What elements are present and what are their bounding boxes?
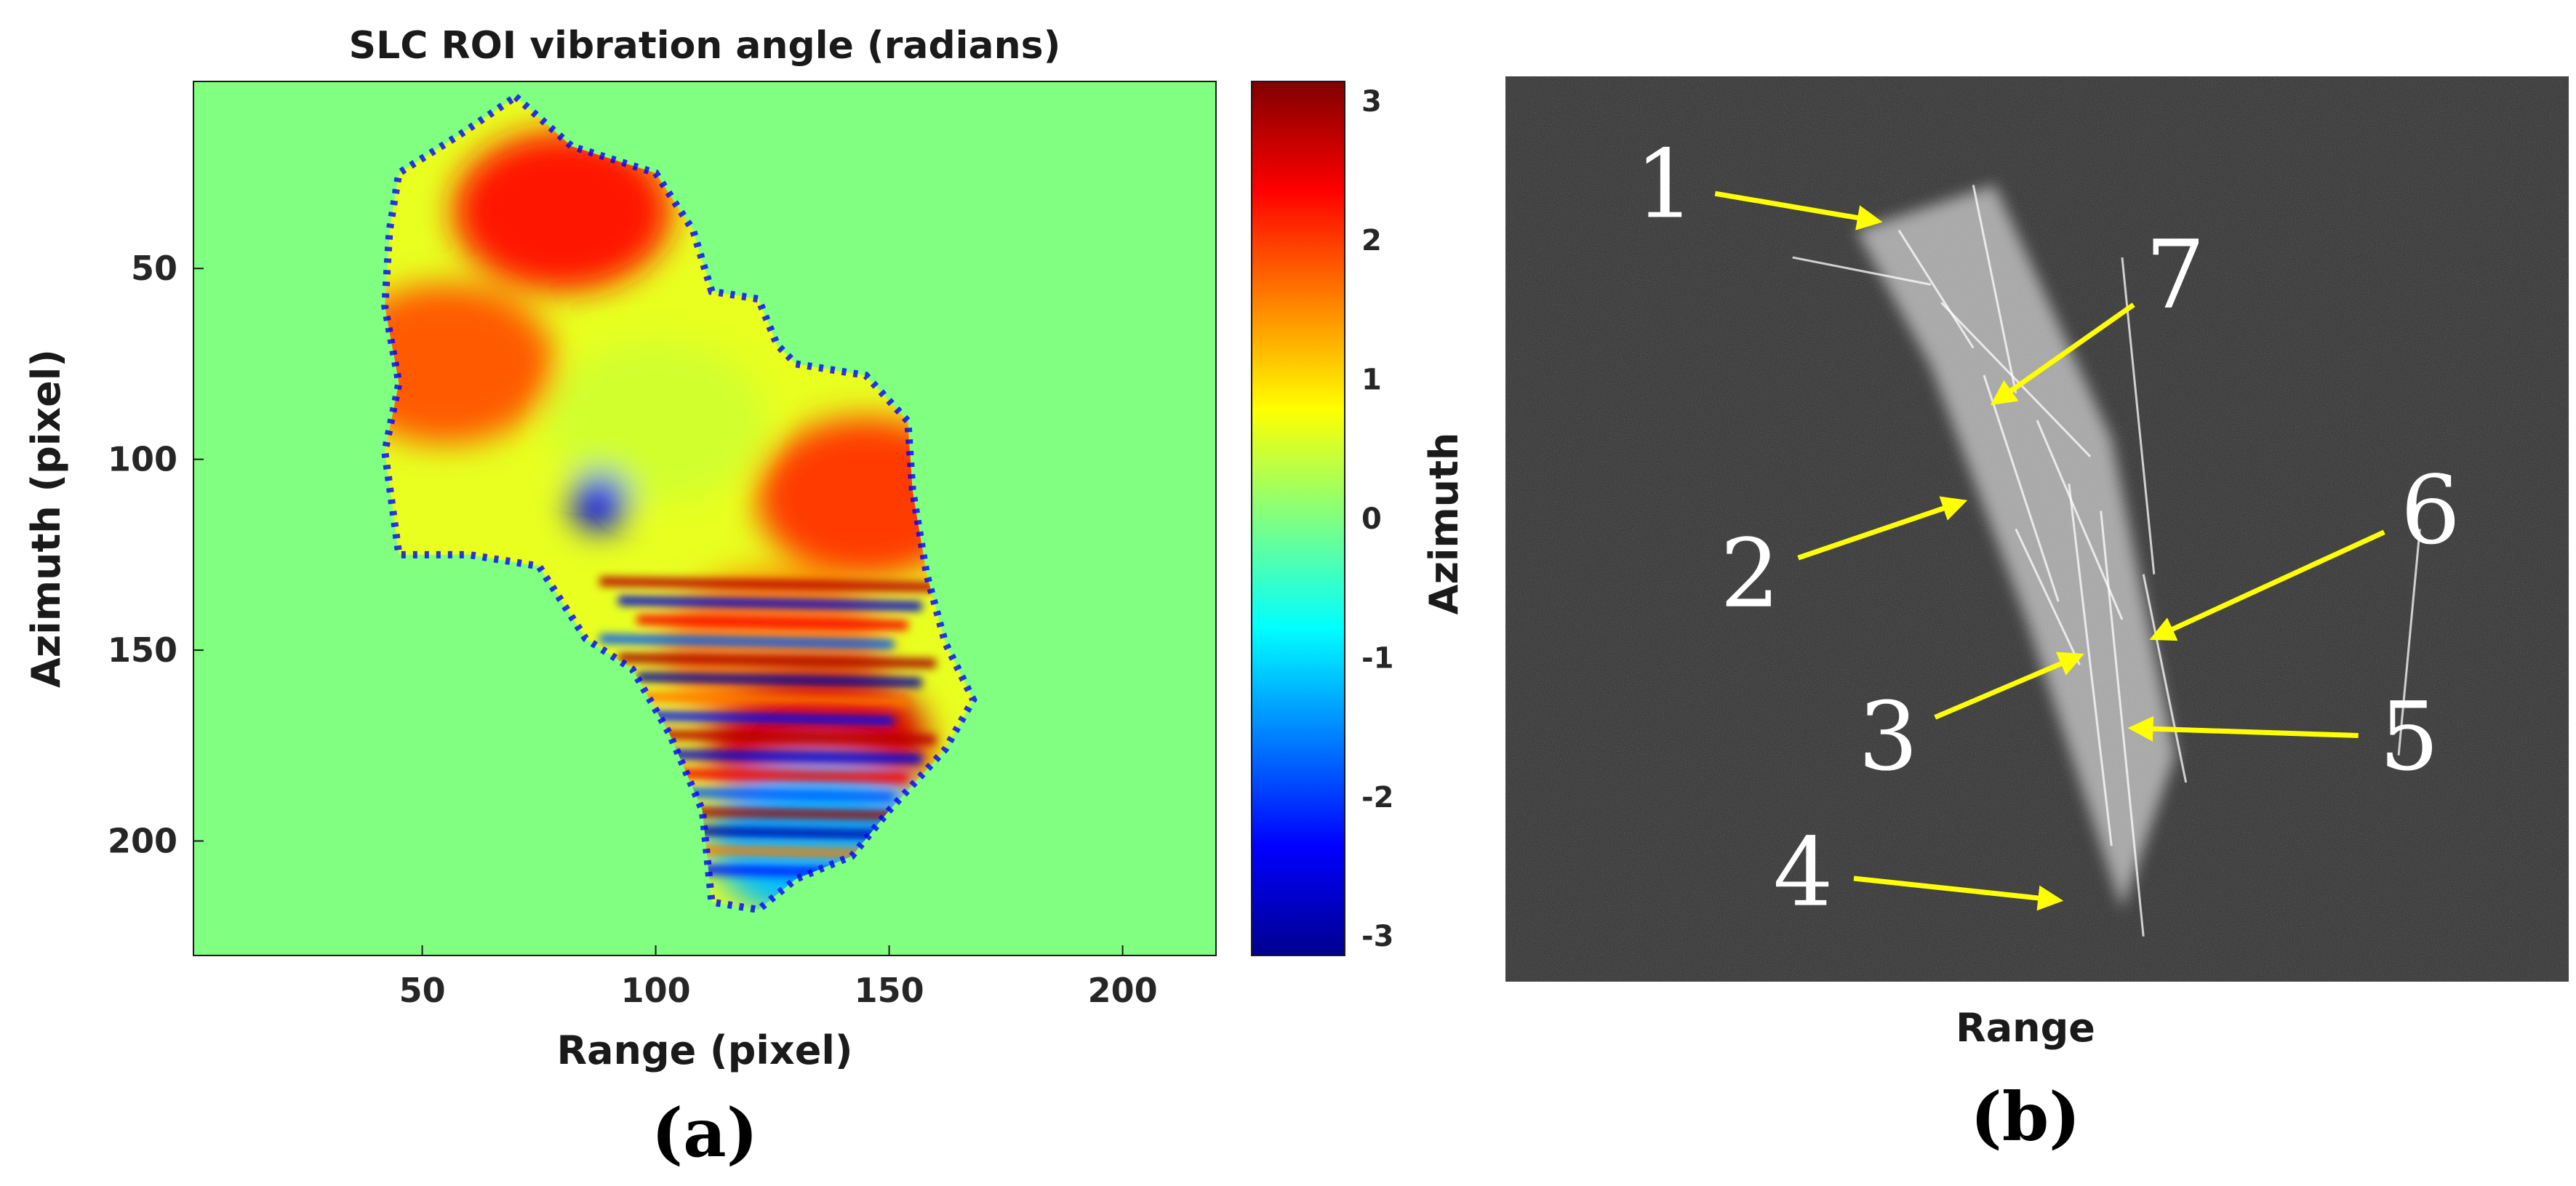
annotation-arrow-5 xyxy=(2127,716,2359,742)
heatmap-region-hole xyxy=(570,472,629,531)
annotation-arrow-2 xyxy=(1797,496,1968,561)
annotation-label-1: 1 xyxy=(1635,129,1695,239)
colorbar-tick-label: 1 xyxy=(1361,364,1382,397)
annotation-arrow-3 xyxy=(1934,652,2084,720)
panel-a: SLC ROI vibration angle (radians) 50 100 1… xyxy=(23,24,1393,1172)
heatmap-stripe xyxy=(618,653,936,668)
y-tick-label: 200 xyxy=(108,822,177,861)
x-tick-label: 50 xyxy=(399,971,446,1010)
roi-detail xyxy=(599,577,936,878)
caption-b: (b) xyxy=(1970,1078,2080,1156)
x-tick-label: 150 xyxy=(855,971,924,1010)
annotation-label-5: 5 xyxy=(2379,681,2439,792)
caption-a: (a) xyxy=(652,1094,759,1172)
colorbar-tick-label: 3 xyxy=(1361,85,1382,119)
colorbar-tick-label: 0 xyxy=(1361,502,1382,536)
heatmap-stripe xyxy=(636,672,922,687)
y-axis-label-b: Azimuth xyxy=(1421,433,1467,615)
heatmap-stripe xyxy=(599,577,936,592)
heatmap-stripe xyxy=(599,634,895,649)
x-axis-label: Range (pixel) xyxy=(556,1027,852,1073)
heatmap-region-upper xyxy=(453,131,672,292)
heatmap-title: SLC ROI vibration angle (radians) xyxy=(349,24,1061,68)
bridge-structure-line xyxy=(2068,484,2113,846)
y-ticks: 50 100 150 200 xyxy=(108,249,204,861)
colorbar-tick-label: -3 xyxy=(1361,920,1393,953)
sar-bright-structure xyxy=(1792,185,2421,937)
annotation-label-2: 2 xyxy=(1720,518,1780,629)
heatmap-stripe xyxy=(636,615,908,630)
annotation-arrow-7 xyxy=(1990,302,2135,406)
annotation-arrow-6 xyxy=(2149,529,2385,641)
panel-b: 1 7 2 6 3 5 4 Range Azimuth (b) xyxy=(1421,76,2569,1156)
annotation-arrow-1 xyxy=(1714,191,1883,231)
bridge-structure-line xyxy=(1792,256,1932,286)
annotation-arrow-4 xyxy=(1853,876,2064,911)
colorbar-tick-label: 2 xyxy=(1361,224,1382,257)
bridge-structure-line xyxy=(2100,510,2145,937)
annotation-label-7: 7 xyxy=(2145,220,2206,330)
bridge-glow xyxy=(1856,185,2176,910)
bridge-structure-line xyxy=(2142,574,2188,783)
y-tick-label: 150 xyxy=(108,630,177,670)
colorbar xyxy=(1251,81,1345,956)
annotation-label-6: 6 xyxy=(2401,455,2461,566)
bridge-structure-line xyxy=(1940,302,2092,457)
bridge-structure-line xyxy=(2397,529,2421,756)
annotation-label-3: 3 xyxy=(1858,681,1919,792)
annotation-label-4: 4 xyxy=(1773,817,1833,928)
heatmap-stripe xyxy=(599,692,908,706)
annotations: 1 7 2 6 3 5 4 xyxy=(1635,129,2460,927)
bridge-structure-line xyxy=(1972,185,2017,394)
heatmap-stripe xyxy=(618,710,895,726)
bridge-structure-line xyxy=(2015,528,2081,665)
colorbar-tick-label: -2 xyxy=(1361,781,1393,814)
x-tick-label: 100 xyxy=(621,971,691,1010)
bridge-structure-line xyxy=(1897,229,1975,349)
y-tick-label: 50 xyxy=(131,249,177,288)
x-ticks: 50 100 150 200 xyxy=(399,945,1158,1010)
x-axis-label-b: Range xyxy=(1956,1005,2095,1051)
y-axis-label: Azimuth (pixel) xyxy=(23,349,69,688)
bridge-structure-line xyxy=(1983,374,2060,602)
colorbar-ticks: 3 2 1 0 -1 -2 -3 xyxy=(1361,85,1393,953)
heatmap-region-center xyxy=(546,341,765,502)
y-tick-label: 100 xyxy=(108,440,177,479)
heatmap-stripe xyxy=(636,729,936,745)
heatmap-stripe xyxy=(618,596,922,611)
x-tick-label: 200 xyxy=(1088,971,1158,1010)
colorbar-tick-label: -1 xyxy=(1361,641,1393,675)
